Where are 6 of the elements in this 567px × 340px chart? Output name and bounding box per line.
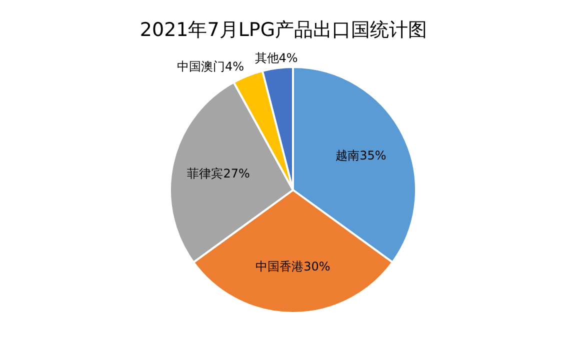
slice-label: 菲律宾27% xyxy=(187,166,250,180)
slice-label: 其他4% xyxy=(254,51,298,66)
slice-label: 中国香港30% xyxy=(256,259,330,274)
slice-label: 中国澳门4% xyxy=(176,59,244,74)
chart-title: 2021年7月LPG产品出口国统计图 xyxy=(140,19,428,41)
slice-label: 越南35% xyxy=(336,148,386,162)
